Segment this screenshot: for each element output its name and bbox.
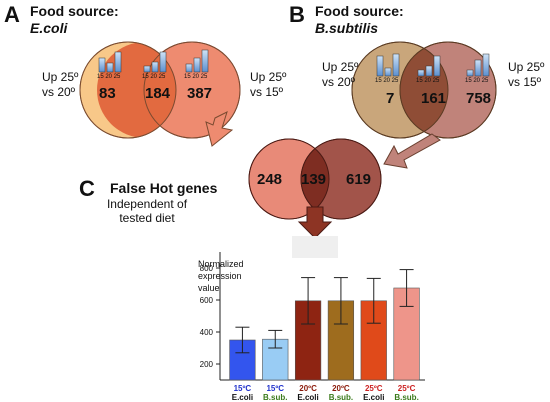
y-axis-label-3: value	[198, 283, 220, 293]
mini-bars-a-right: 15 20 25	[184, 49, 209, 80]
mini-bars-b-middle-ticks: 15 20 25	[416, 78, 440, 84]
venn-c-left-outline	[248, 138, 330, 220]
venn-c-overlap	[301, 139, 329, 219]
panel-b-left-label-2: vs 20º	[322, 75, 356, 89]
venn-b-overlap-count: 161	[421, 90, 446, 107]
venn-b-right-outline	[399, 41, 497, 139]
mini-bars-b-right-ticks: 15 20 25	[465, 78, 489, 84]
panel-a-arrow	[205, 111, 234, 147]
x-tick-label-temp: 25ºC	[365, 384, 383, 393]
y-axis-label-1: Normalized	[198, 259, 244, 269]
x-tick-label-temp: 20ºC	[299, 384, 317, 393]
panel-a-title-line1: Food source:	[30, 3, 119, 19]
panel-a-left-label-2: vs 20º	[42, 85, 76, 99]
chart-marks: 20040060080015ºCE.coli15ºCB.sub.20ºCE.co…	[200, 252, 425, 402]
venn-a-left-count: 83	[99, 85, 116, 102]
x-tick-label-diet: B.sub.	[394, 393, 418, 402]
panel-b: B Food source: B.subtilis Up 25º vs 20º …	[289, 2, 545, 169]
panel-c-arrow	[297, 206, 333, 239]
mini-bars-b-left-ticks: 15 20 25	[375, 78, 399, 84]
panel-b-title-line1: Food source:	[315, 3, 404, 19]
x-tick-label-temp: 15ºC	[234, 384, 252, 393]
mini-bars-a-left: 15 20 25	[97, 51, 122, 80]
panel-a-title-line2: E.coli	[30, 20, 68, 36]
venn-c-left-count: 248	[257, 171, 282, 188]
y-tick-label: 200	[200, 360, 214, 369]
placeholder-box	[292, 236, 338, 258]
bar-chart: Normalized expression value 200400600800…	[198, 252, 425, 402]
venn-a-right-outline	[143, 41, 241, 139]
venn-b-right-count: 758	[466, 90, 491, 107]
panel-b-right-label-2: vs 15º	[508, 75, 542, 89]
mini-bars-b-left: 15 20 25	[375, 53, 400, 84]
panel-b-left-label-1: Up 25º	[322, 60, 359, 74]
panel-c-letter: C	[79, 176, 95, 201]
venn-a-right-count: 387	[187, 85, 212, 102]
x-tick-label-temp: 25ºC	[398, 384, 416, 393]
panel-c-title: False Hot genes	[110, 180, 218, 196]
mini-bars-a-left-ticks: 15 20 25	[97, 74, 121, 80]
venn-c-right-outline	[300, 138, 382, 220]
venn-b-overlap	[400, 42, 448, 138]
panel-a-left-label-1: Up 25º	[42, 70, 79, 84]
panel-b-right-label-1: Up 25º	[508, 60, 545, 74]
venn-c-right-count: 619	[346, 171, 371, 188]
x-tick-label-temp: 15ºC	[266, 384, 284, 393]
y-tick-label: 800	[200, 264, 214, 273]
panel-a-right-label-2: vs 15º	[250, 85, 284, 99]
panel-b-title-line2: B.subtilis	[315, 20, 378, 36]
mini-bars-b-middle: 15 20 25	[416, 55, 441, 84]
panel-b-letter: B	[289, 2, 305, 27]
panel-c-subtitle-1: Independent of	[107, 197, 188, 211]
x-tick-label-temp: 20ºC	[332, 384, 350, 393]
venn-a-left-outline	[79, 41, 177, 139]
panel-a-right-label-1: Up 25º	[250, 70, 287, 84]
panel-c: C False Hot genes Independent of tested …	[79, 138, 382, 258]
x-tick-label-diet: B.sub.	[329, 393, 353, 402]
panel-b-arrow	[383, 133, 441, 169]
mini-bars-a-middle-ticks: 15 20 25	[142, 74, 166, 80]
x-tick-label-diet: E.coli	[232, 393, 253, 402]
venn-b-left-outline	[351, 41, 449, 139]
panel-c-subtitle-2: tested diet	[119, 211, 175, 225]
y-tick-label: 600	[200, 296, 214, 305]
venn-b-left-count: 7	[386, 90, 394, 107]
mini-bars-a-right-ticks: 15 20 25	[184, 74, 208, 80]
venn-a-overlap-count: 184	[145, 85, 171, 102]
x-tick-label-diet: B.sub.	[263, 393, 287, 402]
venn-c-overlap-count: 139	[301, 171, 326, 188]
x-tick-label-diet: E.coli	[297, 393, 318, 402]
y-tick-label: 400	[200, 328, 214, 337]
x-tick-label-diet: E.coli	[363, 393, 384, 402]
panel-a-letter: A	[4, 2, 20, 27]
mini-bars-a-middle: 15 20 25	[142, 51, 167, 80]
mini-bars-b-right: 15 20 25	[465, 53, 490, 84]
panel-a: A Food source: E.coli Up 25º vs 20º Up 2…	[4, 2, 287, 147]
